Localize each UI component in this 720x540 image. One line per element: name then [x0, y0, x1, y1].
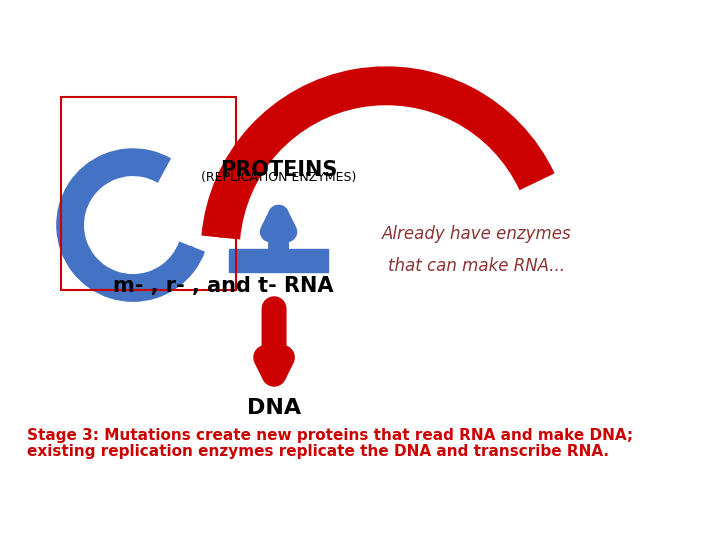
Text: Already have enzymes: Already have enzymes [382, 225, 571, 243]
Polygon shape [212, 217, 233, 238]
Text: DNA: DNA [247, 399, 301, 418]
Text: Stage 3: Mutations create new proteins that read RNA and make DNA;: Stage 3: Mutations create new proteins t… [27, 428, 633, 442]
Text: m- , r- , and t- RNA: m- , r- , and t- RNA [112, 276, 333, 296]
Text: (REPLICATION ENZYMES): (REPLICATION ENZYMES) [201, 171, 356, 184]
Text: PROTEINS: PROTEINS [220, 160, 337, 180]
Polygon shape [178, 247, 194, 267]
Bar [61, 97, 236, 290]
Bar [229, 249, 328, 272]
Text: existing replication enzymes replicate the DNA and transcribe RNA.: existing replication enzymes replicate t… [27, 444, 609, 458]
Text: that can make RNA...: that can make RNA... [388, 256, 564, 274]
